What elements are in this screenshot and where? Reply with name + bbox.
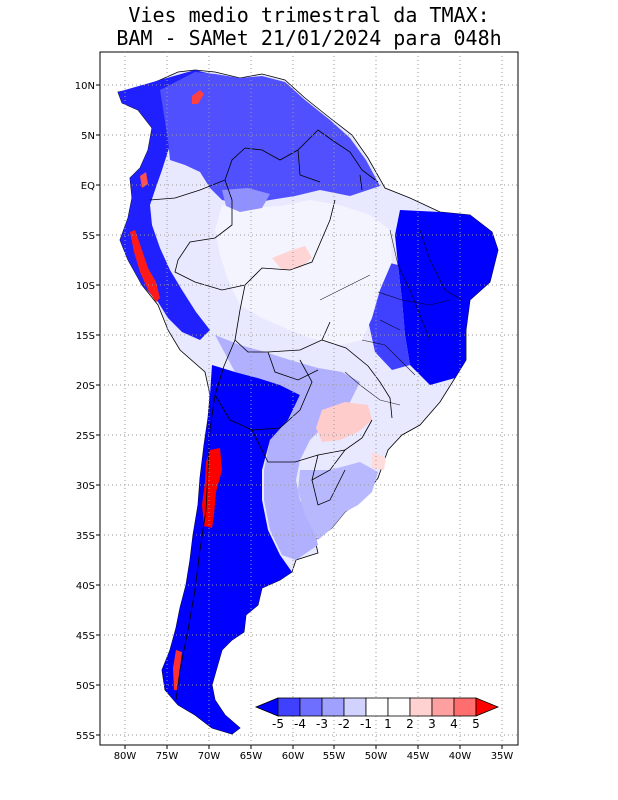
colorbar-bin-7 [409,697,433,717]
pale-red-south [316,402,372,442]
colorbar-bin-5 [365,697,389,717]
frame-ticks [96,84,503,749]
red-andes-ecuador [140,172,148,188]
blue-patch-amazon [222,188,270,212]
lon-tick-label: 65W [240,751,263,762]
colorbar-label: -5 [272,717,284,731]
colorbar-label: 1 [384,717,392,731]
lon-tick-label: 35W [491,751,514,762]
colorbar-label: -2 [338,717,350,731]
map-grid [100,52,518,745]
lon-tick-label: 45W [407,751,430,762]
blue-region-northeast [395,210,498,385]
colorbar-bin-1 [277,697,301,717]
pale-red-amazon [272,246,312,270]
lat-tick-label: 45S [76,631,95,642]
lon-tick-label: 55W [323,751,346,762]
colorbar-bin-4 [343,697,367,717]
lat-tick-label: 25S [76,431,95,442]
lat-tick-label: EQ [81,181,95,192]
lat-tick-label: 15S [76,331,95,342]
lon-tick-label: 75W [156,751,179,762]
blue-region-north [160,72,380,205]
map-title-line1: Vies medio trimestral da TMAX: [128,3,490,27]
colorbar-label: -3 [316,717,328,731]
light-blue-central [215,335,360,560]
country-borders [149,129,393,701]
colorbar-bin-3 [321,697,345,717]
lat-tick-label: 35S [76,531,95,542]
light-blue-southeast [298,462,378,540]
colorbar: -5 -4 -3 -2 -1 1 2 3 4 5 [254,697,500,731]
lon-tick-label: 70W [198,751,221,762]
colorbar-label: 2 [406,717,414,731]
colorbar-arrow-right [475,697,500,717]
lat-tick-label: 55S [76,731,95,742]
lat-tick-label: 5N [81,131,95,142]
colorbar-bin-2 [299,697,323,717]
lat-tick-label: 10S [76,281,95,292]
pale-region-amazon [215,200,392,345]
colorbar-label: 3 [428,717,436,731]
lat-tick-label: 10N [75,81,95,92]
lon-tick-label: 40W [449,751,472,762]
lat-tick-label: 40S [76,581,95,592]
lat-tick-label: 20S [76,381,95,392]
lat-tick-label: 30S [76,481,95,492]
map-title-line2: BAM - SAMet 21/01/2024 para 048h [116,26,502,50]
red-andes-colombia [192,90,204,104]
red-andes-patagonia [173,650,182,690]
colorbar-bin-8 [431,697,455,717]
colorbar-label: 5 [472,717,480,731]
colorbar-bin-9 [453,697,477,717]
red-andes-chile [202,448,222,528]
lon-tick-label: 50W [365,751,388,762]
blue-region-south [162,365,300,734]
lon-tick-labels: 80W 75W 70W 65W 60W 55W 50W 45W 40W 35W [114,751,514,762]
lon-tick-label: 60W [282,751,305,762]
lat-tick-labels: 10N 5N EQ 5S 10S 15S 20S 25S 30S 35S 40S… [75,81,95,742]
state-borders [319,229,463,406]
colorbar-bin-6 [387,697,411,717]
red-andes-peru [130,230,160,302]
map-field: -5 -4 -3 -2 -1 1 2 3 4 5 [100,52,518,745]
colorbar-label: -4 [294,717,306,731]
lat-tick-label: 5S [82,231,95,242]
colorbar-label: 4 [450,717,458,731]
colorbar-label: -1 [360,717,372,731]
lat-tick-label: 50S [76,681,95,692]
lon-tick-label: 80W [114,751,137,762]
